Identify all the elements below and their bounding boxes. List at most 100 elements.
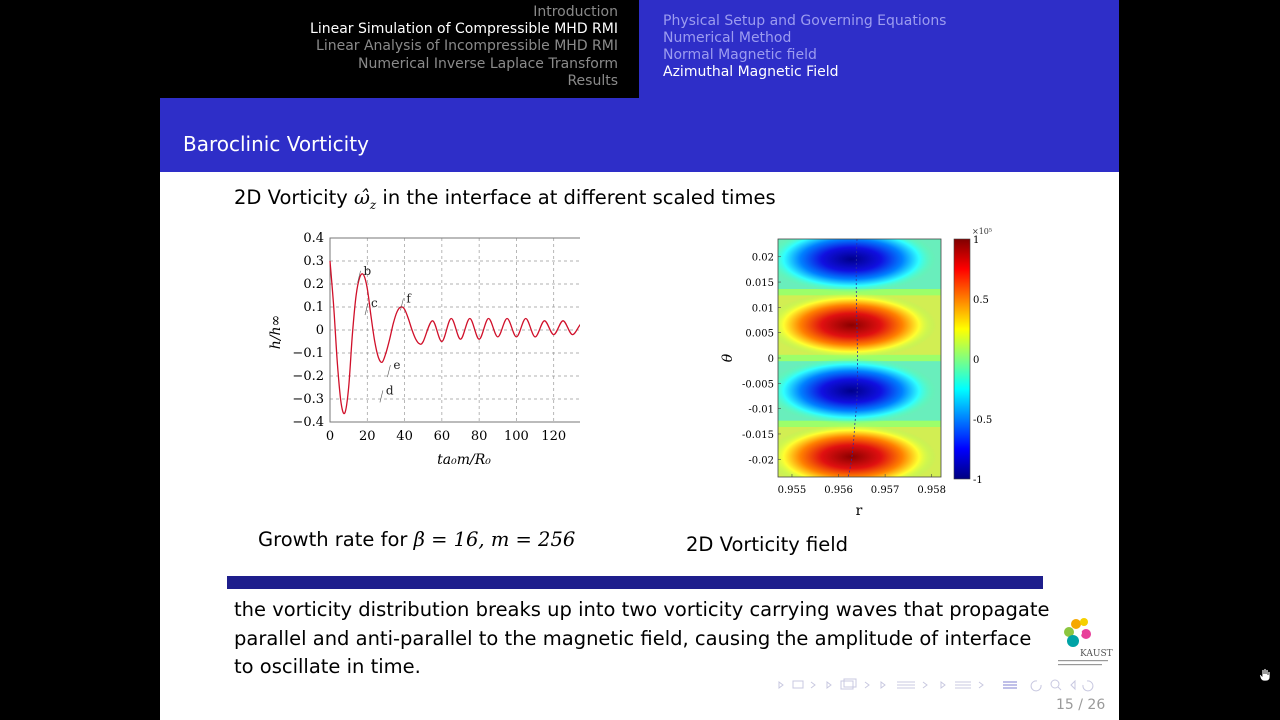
- nav-section-linear-simulation[interactable]: Linear Simulation of Compressible MHD RM…: [310, 21, 618, 37]
- y-tick-label: -0.02: [748, 455, 774, 466]
- logo-subtext-line-1: [1058, 660, 1108, 662]
- nav-subsection-azimuthal-field[interactable]: Azimuthal Magnetic Field: [663, 64, 839, 80]
- growth-rate-caption: Growth rate for β = 16, m = 256: [258, 528, 575, 551]
- annotation-label: f: [406, 291, 412, 305]
- nav-back-icon[interactable]: [1030, 680, 1042, 692]
- y-tick-label: −0.4: [292, 415, 324, 430]
- growth-rate-y-label: h/h∞: [268, 315, 284, 349]
- page-number: 15 / 26: [1056, 697, 1106, 713]
- intro-symbol: ω̂: [353, 186, 370, 209]
- y-tick-label: 0.3: [303, 254, 324, 269]
- nav-prev-slide-icon[interactable]: [940, 681, 946, 689]
- logo-wordmark: KAUST: [1080, 649, 1113, 659]
- nav-next-frame-icon[interactable]: [810, 681, 816, 689]
- vorticity-bands: [778, 239, 941, 477]
- nav-forward-icon[interactable]: [1070, 679, 1076, 691]
- nav-frame-icon[interactable]: [792, 680, 804, 689]
- nav-section-results[interactable]: Results: [567, 73, 618, 89]
- logo-petal-pink: [1081, 629, 1091, 639]
- y-tick-label: 0.005: [745, 329, 774, 340]
- logo-petal-green: [1064, 627, 1074, 637]
- logo-petal-yellow: [1080, 618, 1088, 626]
- y-tick-label: 0.2: [303, 277, 324, 292]
- slide: Introduction Linear Simulation of Compre…: [160, 0, 1119, 720]
- hand-cursor-shape: [1259, 668, 1271, 682]
- x-tick-label: 0.956: [824, 485, 853, 496]
- logo-petal-orange: [1071, 619, 1081, 629]
- nav-next-subsection-icon[interactable]: [864, 681, 870, 689]
- nav-subsection-icon[interactable]: [840, 680, 854, 690]
- nav-subsection-icon-back: [843, 678, 857, 688]
- nav-subsection-physical-setup[interactable]: Physical Setup and Governing Equations: [663, 13, 947, 29]
- colorbar-tick-label: -0.5: [973, 415, 992, 426]
- vorticity-y-ticks: 0.02 0.015 0.01 0.005 0 -0.005 -0.01 -0.015 -0.0…: [742, 253, 781, 466]
- frame-title-bar: [160, 98, 1119, 172]
- nav-section-introduction[interactable]: Introduction: [533, 4, 618, 20]
- beamer-navigation-controls: [778, 678, 1094, 692]
- x-tick-label: 0.958: [917, 485, 946, 496]
- nav-subsection-normal-field[interactable]: Normal Magnetic field: [663, 47, 817, 63]
- nav-section-linear-analysis[interactable]: Linear Analysis of Incompressible MHD RM…: [316, 38, 618, 54]
- y-tick-label: 0.02: [752, 253, 774, 264]
- x-tick-label: 60: [434, 429, 451, 444]
- nav-search-icon[interactable]: [1050, 679, 1060, 689]
- nav-section-inverse-laplace[interactable]: Numerical Inverse Laplace Transform: [357, 56, 618, 72]
- colorbar-tick-label: 1: [973, 235, 979, 246]
- block-body-text: the vorticity distribution breaks up int…: [234, 598, 1050, 678]
- x-tick-label: 80: [471, 429, 488, 444]
- y-tick-label: 0.01: [752, 303, 774, 314]
- subsection-navigation: Physical Setup and Governing Equations N…: [639, 0, 1119, 98]
- nav-prev-frame-icon[interactable]: [778, 681, 784, 689]
- nav-toc-icon[interactable]: [1003, 681, 1017, 689]
- colorbar-tick-label: 0.5: [973, 295, 989, 306]
- nav-refresh-icon[interactable]: [1082, 680, 1094, 692]
- x-tick-label: 140: [579, 429, 580, 444]
- annotation-leader: [364, 302, 369, 316]
- intro-prefix: 2D Vorticity: [234, 186, 354, 209]
- y-tick-label: 0.1: [303, 300, 324, 315]
- y-tick-label: 0.4: [303, 231, 324, 246]
- y-tick-label: 0: [316, 323, 324, 338]
- colorbar-ticks: 1 0.5 0 -0.5 -1: [973, 235, 992, 486]
- growth-rate-caption-math: β = 16, m = 256: [413, 528, 576, 551]
- nav-section-icon[interactable]: [897, 681, 915, 689]
- growth-rate-y-ticks: −0.4 −0.3 −0.2 −0.1 0 0.1 0.2 0.3 0.4: [292, 231, 324, 430]
- logo-subtext-line-2: [1058, 664, 1102, 666]
- nav-next-section-icon[interactable]: [922, 681, 928, 689]
- y-tick-label: −0.2: [292, 369, 324, 384]
- positive-vorticity-band: [778, 291, 937, 359]
- colorbar-scale-label: ×10⁵: [972, 227, 992, 236]
- annotation-label: c: [371, 296, 378, 310]
- vorticity-field-chart: 0.955 0.956 0.957 0.958 0.020.0150.010.0050…: [720, 227, 992, 519]
- annotation-label: b: [364, 264, 372, 278]
- block-title-bar: [227, 576, 1043, 589]
- y-tick-label: -0.005: [742, 379, 774, 390]
- y-tick-label: 0: [768, 354, 774, 365]
- growth-rate-curve: [329, 260, 580, 415]
- annotation-leader: [387, 365, 391, 378]
- interface-line: [847, 239, 858, 477]
- growth-rate-plot-frame: [329, 237, 580, 423]
- nav-prev-section-icon[interactable]: [880, 681, 886, 689]
- nav-next-slide-icon[interactable]: [978, 681, 984, 689]
- intro-text: 2D Vorticity ω̂z in the interface at dif…: [234, 186, 776, 212]
- nav-subsection-numerical-method[interactable]: Numerical Method: [663, 30, 792, 46]
- nav-search-handle: [1057, 686, 1062, 691]
- x-tick-label: 0.957: [871, 485, 900, 496]
- annotation-leader: [357, 270, 361, 283]
- annotation-leader: [400, 298, 404, 311]
- colorbar-tick-label: -1: [973, 475, 983, 486]
- nav-slide-icon[interactable]: [955, 681, 971, 689]
- y-tick-label: −0.3: [292, 392, 324, 407]
- vorticity-x-label: r: [856, 503, 863, 519]
- y-tick-label: -0.015: [742, 430, 774, 441]
- x-tick-label: 120: [541, 429, 566, 444]
- vorticity-x-ticks: 0.955 0.956 0.957 0.958: [778, 474, 946, 496]
- annotation-leader: [379, 390, 384, 403]
- nav-prev-subsection-icon[interactable]: [826, 681, 832, 689]
- annotation-label: e: [393, 358, 400, 372]
- logo-center: [1076, 630, 1082, 636]
- hand-cursor-icon: [1259, 668, 1271, 682]
- x-tick-label: 40: [396, 429, 413, 444]
- section-navigation: Introduction Linear Simulation of Compre…: [160, 0, 639, 98]
